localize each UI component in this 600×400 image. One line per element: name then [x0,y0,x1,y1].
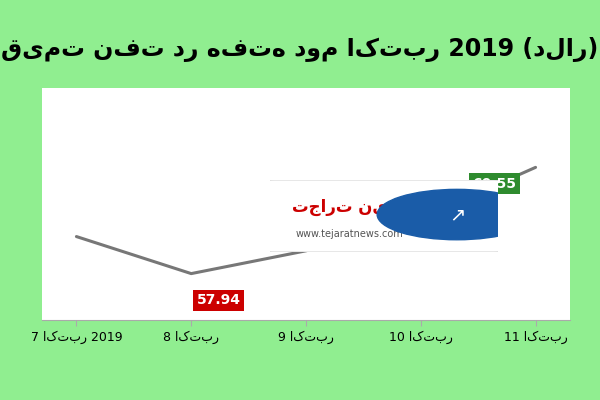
Text: 60.55: 60.55 [472,177,517,191]
Text: 57.94: 57.94 [197,293,241,307]
FancyBboxPatch shape [263,180,505,252]
Circle shape [377,189,537,240]
Text: www.tejaratnews.com: www.tejaratnews.com [296,229,404,239]
Text: قیمت نفت در هفته دوم اکتبر 2019 (دلار): قیمت نفت در هفته دوم اکتبر 2019 (دلار) [1,38,599,62]
Text: ↗: ↗ [449,205,465,224]
Text: تجارت نیوز: تجارت نیوز [292,198,407,216]
